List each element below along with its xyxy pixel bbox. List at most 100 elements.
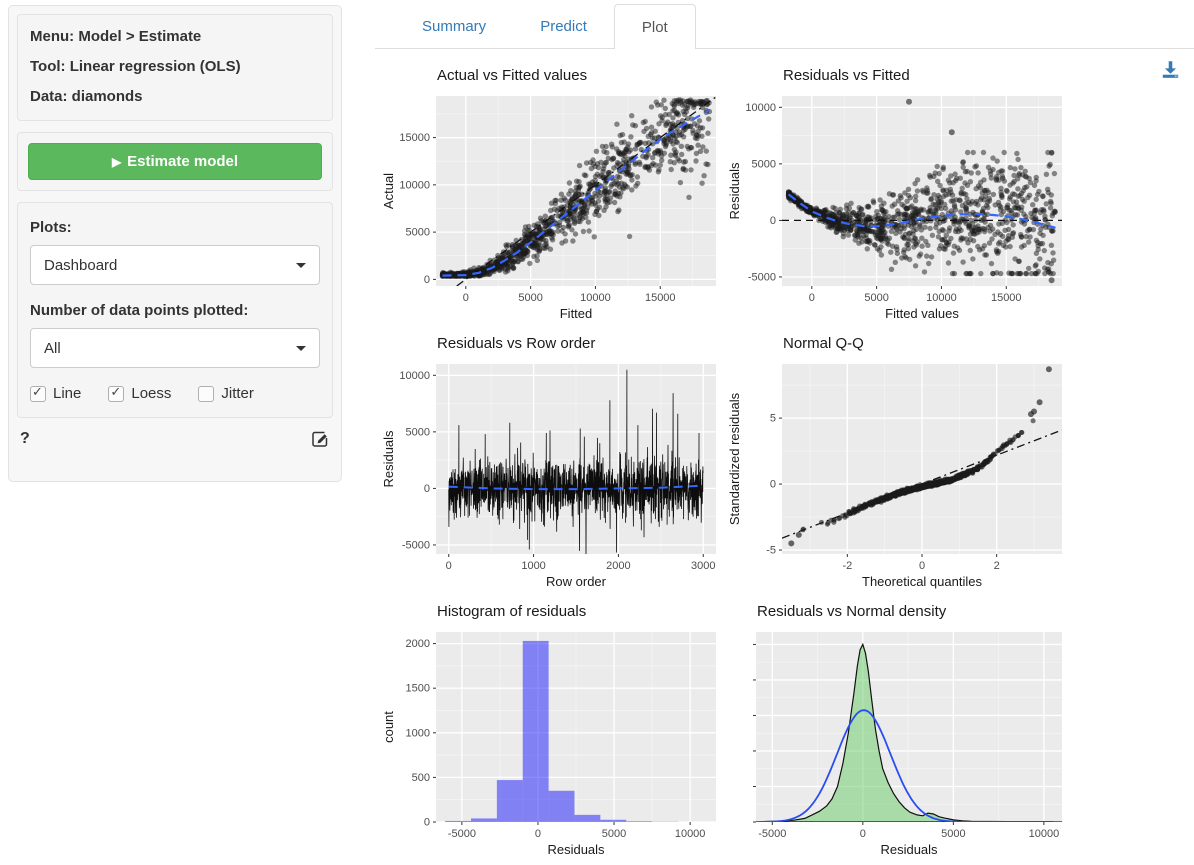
svg-text:0: 0 xyxy=(860,828,866,840)
help-link[interactable]: ? xyxy=(20,430,30,447)
n-points-select-value: All xyxy=(44,339,61,357)
chart-histogram-of-residuals: Histogram of residuals -5000 0 5000 10000 0 50… xyxy=(378,596,724,864)
svg-text:0: 0 xyxy=(463,292,469,304)
svg-text:15000: 15000 xyxy=(991,292,1022,304)
jitter-checkbox-box[interactable] xyxy=(198,385,215,402)
svg-text:10000: 10000 xyxy=(399,179,430,191)
svg-text:1000: 1000 xyxy=(406,727,430,739)
svg-text:Fitted values: Fitted values xyxy=(885,306,959,321)
svg-text:Residuals: Residuals xyxy=(727,162,742,220)
svg-text:-5000: -5000 xyxy=(402,539,430,551)
svg-text:Actual: Actual xyxy=(381,173,396,209)
svg-text:10000: 10000 xyxy=(580,292,611,304)
svg-text:0: 0 xyxy=(424,817,430,829)
svg-text:5000: 5000 xyxy=(406,227,430,239)
jitter-checkbox-label: Jitter xyxy=(221,385,254,402)
plot-option-checkboxes: Line Loess Jitter xyxy=(30,384,320,402)
plots-label: Plots: xyxy=(30,219,72,236)
svg-text:1500: 1500 xyxy=(406,683,430,695)
tab-predict[interactable]: Predict xyxy=(540,17,587,35)
svg-text:Residuals: Residuals xyxy=(880,842,938,857)
svg-text:2000: 2000 xyxy=(606,560,630,572)
svg-text:Residuals vs Row order: Residuals vs Row order xyxy=(437,335,595,352)
svg-text:Standardized residuals: Standardized residuals xyxy=(727,392,742,525)
svg-text:-5000: -5000 xyxy=(448,828,476,840)
play-icon: ▶ xyxy=(111,155,122,169)
tool-info: Tool: Linear regression (OLS) xyxy=(30,58,241,75)
svg-text:0: 0 xyxy=(424,483,430,495)
svg-text:Histogram of residuals: Histogram of residuals xyxy=(437,603,586,620)
caret-down-icon xyxy=(296,345,306,351)
line-checkbox-box[interactable] xyxy=(30,384,46,402)
sidebar: Menu: Model > Estimate Tool: Linear regr… xyxy=(8,5,342,482)
svg-text:5000: 5000 xyxy=(864,292,888,304)
svg-text:0: 0 xyxy=(535,828,541,840)
chart-residuals-vs-row-order: Residuals vs Row order 0 1000 2000 3000 -5000… xyxy=(378,328,724,596)
svg-text:10000: 10000 xyxy=(399,370,430,382)
n-points-select[interactable]: All xyxy=(30,328,320,368)
svg-text:0: 0 xyxy=(446,560,452,572)
svg-text:5000: 5000 xyxy=(406,426,430,438)
menu-info: Menu: Model > Estimate xyxy=(30,28,202,45)
svg-text:5000: 5000 xyxy=(602,828,626,840)
tab-plot[interactable]: Plot xyxy=(613,4,696,49)
svg-text:5000: 5000 xyxy=(518,292,542,304)
svg-text:5000: 5000 xyxy=(752,158,776,170)
svg-text:0: 0 xyxy=(770,215,776,227)
svg-text:10000: 10000 xyxy=(1029,828,1060,840)
svg-text:1000: 1000 xyxy=(521,560,545,572)
svg-text:Fitted: Fitted xyxy=(560,306,593,321)
svg-text:Residuals vs Normal density: Residuals vs Normal density xyxy=(757,603,947,620)
chart-residuals-vs-normal-density: Residuals vs Normal density -5000 0 5000 100… xyxy=(724,596,1070,864)
tab-summary[interactable]: Summary xyxy=(422,17,487,35)
plots-select[interactable]: Dashboard xyxy=(30,245,320,285)
download-icon[interactable] xyxy=(1161,60,1180,79)
chart-residuals-vs-fitted: Residuals vs Fitted 0 5000 10000 15000 -5000 0… xyxy=(724,60,1070,328)
svg-text:Residuals: Residuals xyxy=(547,842,605,857)
data-info: Data: diamonds xyxy=(30,88,143,105)
line-checkbox-label: Line xyxy=(53,385,82,402)
estimate-model-button[interactable]: ▶ Estimate model xyxy=(28,143,322,180)
estimate-panel: ▶ Estimate model xyxy=(17,132,333,191)
svg-text:-5000: -5000 xyxy=(748,271,776,283)
svg-text:2000: 2000 xyxy=(406,638,430,650)
loess-checkbox-label: Loess xyxy=(131,385,172,402)
tab-bar: Summary Predict Plot xyxy=(375,0,1194,49)
svg-text:5: 5 xyxy=(770,413,776,425)
svg-text:5000: 5000 xyxy=(941,828,965,840)
svg-text:0: 0 xyxy=(770,479,776,491)
svg-text:Residuals: Residuals xyxy=(381,430,396,488)
svg-text:500: 500 xyxy=(412,772,430,784)
svg-text:count: count xyxy=(381,711,396,743)
checkbox-line[interactable]: Line xyxy=(30,384,82,402)
svg-text:0: 0 xyxy=(424,274,430,286)
estimate-model-label: Estimate model xyxy=(127,153,239,170)
loess-checkbox-box[interactable] xyxy=(108,384,125,402)
svg-text:3000: 3000 xyxy=(691,560,715,572)
sidebar-footer: ? xyxy=(17,426,333,449)
edit-icon[interactable] xyxy=(310,429,330,449)
svg-text:Actual vs Fitted values: Actual vs Fitted values xyxy=(437,67,587,84)
main-content: Summary Predict Plot Actual vs Fitted va… xyxy=(375,0,1194,865)
svg-text:10000: 10000 xyxy=(675,828,706,840)
svg-text:Row order: Row order xyxy=(546,574,607,589)
svg-text:-5: -5 xyxy=(766,545,776,557)
svg-text:Residuals vs Fitted: Residuals vs Fitted xyxy=(783,67,910,84)
svg-text:Normal Q-Q: Normal Q-Q xyxy=(783,335,864,352)
svg-text:-5000: -5000 xyxy=(758,828,786,840)
svg-text:0: 0 xyxy=(919,560,925,572)
chart-actual-vs-fitted: Actual vs Fitted values 0 5000 10000 15000 0 5… xyxy=(378,60,724,328)
model-info-panel: Menu: Model > Estimate Tool: Linear regr… xyxy=(17,14,333,121)
svg-text:0: 0 xyxy=(809,292,815,304)
svg-text:10000: 10000 xyxy=(926,292,957,304)
plots-select-value: Dashboard xyxy=(44,256,118,274)
plot-grid: Actual vs Fitted values 0 5000 10000 15000 0 5… xyxy=(378,60,1070,864)
n-points-label: Number of data points plotted: xyxy=(30,302,249,319)
plot-options-panel: Plots: Dashboard Number of data points p… xyxy=(17,202,333,418)
svg-text:2: 2 xyxy=(994,560,1000,572)
svg-text:-2: -2 xyxy=(842,560,852,572)
checkbox-jitter[interactable]: Jitter xyxy=(198,385,254,402)
chart-normal-qq: Normal Q-Q -2 0 2 -5 0 5 Theoretical quantiles S… xyxy=(724,328,1070,596)
svg-text:15000: 15000 xyxy=(399,132,430,144)
checkbox-loess[interactable]: Loess xyxy=(108,384,172,402)
